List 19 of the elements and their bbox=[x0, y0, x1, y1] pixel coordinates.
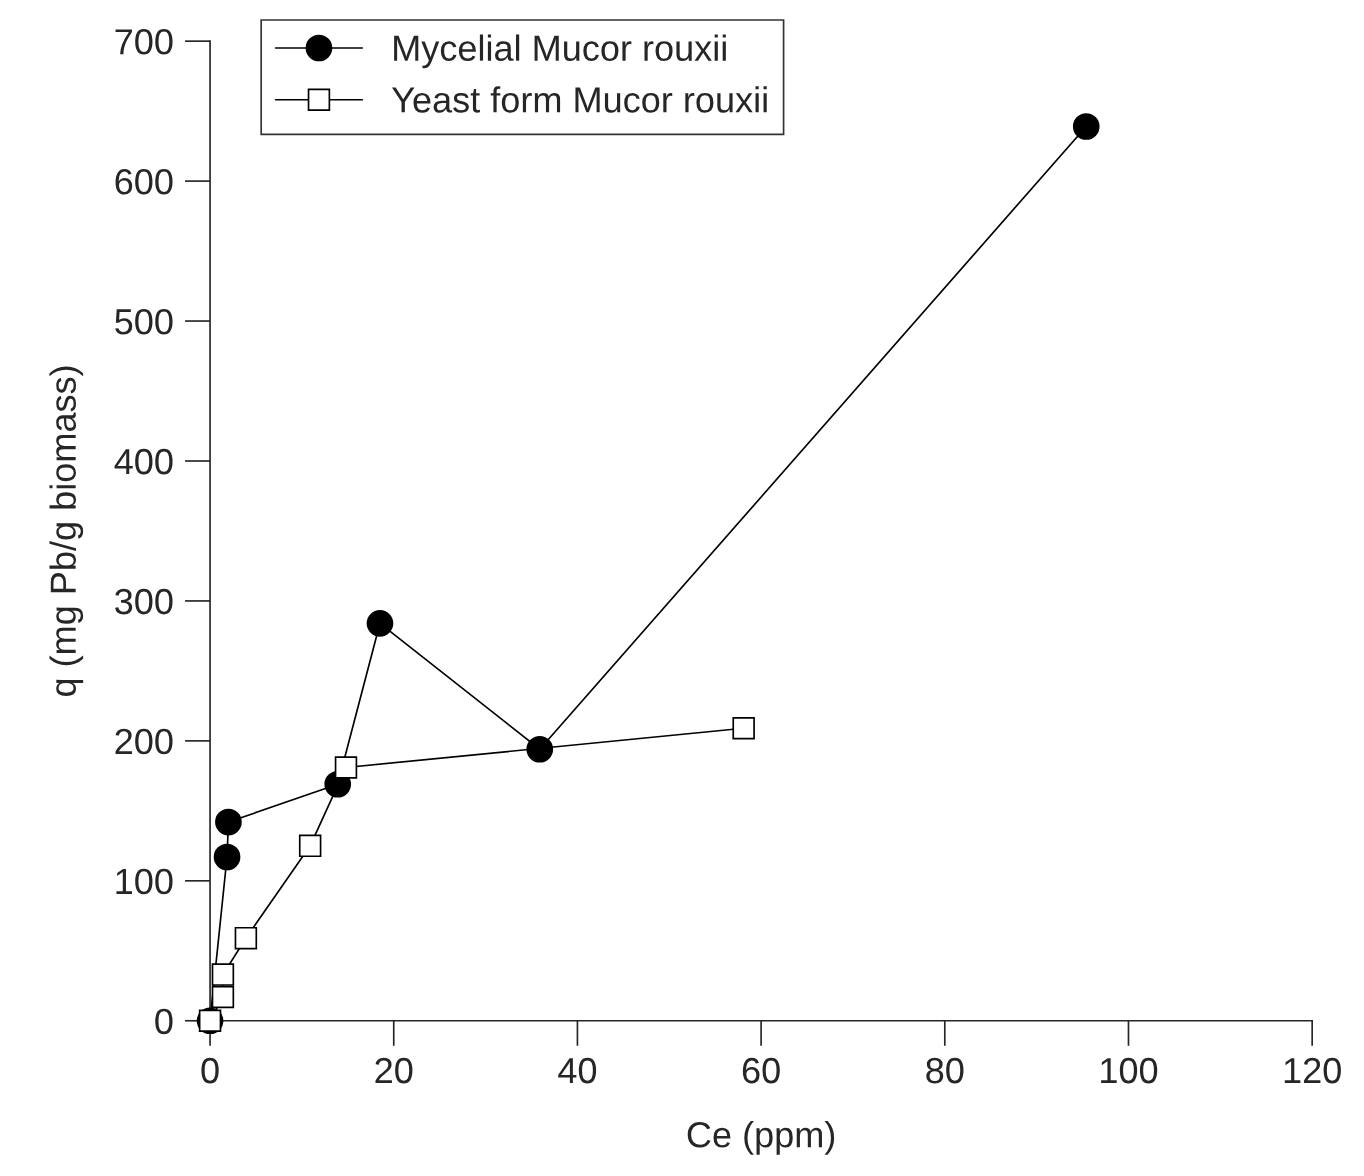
x-tick-label: 100 bbox=[1101, 1057, 1158, 1084]
x-axis-title: Ce (ppm) bbox=[687, 1121, 835, 1155]
x-tick-label: 60 bbox=[742, 1057, 780, 1084]
y-tick-label: 400 bbox=[114, 448, 173, 475]
legend-label: Yeast form Mucor rouxii bbox=[391, 86, 767, 113]
y-axis-title: q (mg Pb/g biomass) bbox=[49, 366, 84, 697]
x-tick-label: 40 bbox=[558, 1057, 597, 1084]
y-tick-label: 200 bbox=[115, 728, 173, 755]
y-tick-label: 0 bbox=[155, 1008, 173, 1035]
x-tick-label: 0 bbox=[201, 1057, 219, 1084]
y-tick-label: 700 bbox=[115, 29, 173, 55]
legend-label: Mycelial Mucor rouxii bbox=[394, 34, 726, 69]
y-tick-label: 500 bbox=[115, 308, 173, 335]
y-tick-label: 300 bbox=[115, 588, 173, 615]
x-tick-label: 120 bbox=[1284, 1057, 1341, 1084]
x-tick-label: 20 bbox=[375, 1057, 413, 1084]
y-tick-label: 600 bbox=[115, 168, 173, 195]
y-tick-label: 100 bbox=[116, 868, 173, 895]
x-tick-label: 80 bbox=[926, 1057, 964, 1084]
